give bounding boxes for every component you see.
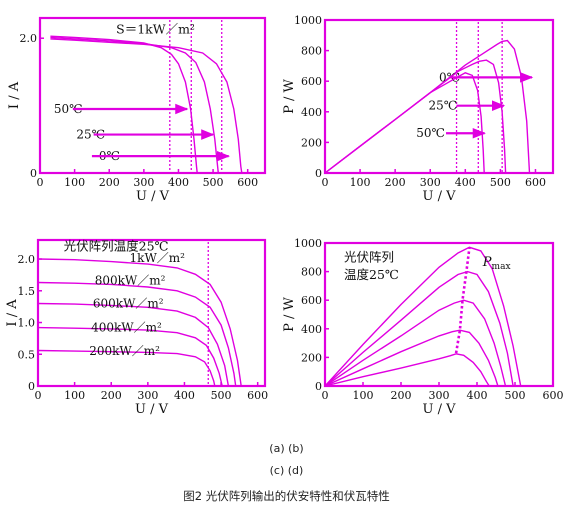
y-tick-label-b-800: 800: [301, 45, 322, 58]
plot-frame-d: [323, 241, 555, 388]
x-tick-label-b-300: 300: [420, 176, 441, 189]
series-curve-c-3: [37, 326, 223, 387]
series-label-c-4: 200kW／m²: [89, 344, 160, 358]
x-tick-label-b-200: 200: [385, 176, 406, 189]
pmax-locus-line: [454, 247, 471, 354]
x-tick-label-d-400: 400: [467, 389, 488, 402]
x-tick-label-c-400: 400: [174, 389, 195, 402]
chart-d: 0 100 200 300 400 500 600 0 200 400 600 800 1000 U / …: [282, 237, 564, 417]
y-tick-label-c-1.5: 1.5: [18, 285, 36, 298]
series-curve-d-3: [324, 329, 499, 387]
x-tick-label-b-400: 400: [455, 176, 476, 189]
x-tick-label-b-600: 600: [525, 176, 546, 189]
x-tick-label-a-600: 600: [237, 176, 258, 189]
x-tick-label-d-300: 300: [429, 389, 450, 402]
y-tick-label-b-0: 0: [315, 167, 322, 180]
series-label-b-2: 50℃: [416, 126, 445, 140]
y-axis-label-a: I / A: [7, 81, 22, 109]
annotation-d-1: 温度25℃: [344, 267, 399, 282]
plot-frame-c: [36, 238, 267, 388]
y-tick-label-d-200: 200: [301, 351, 322, 364]
x-axis-label-c: U / V: [135, 402, 169, 417]
y-tick-label-d-400: 400: [301, 323, 322, 336]
y-axis-label-b: P / W: [282, 78, 297, 113]
x-tick-label-b-100: 100: [350, 176, 371, 189]
y-tick-label-c-0: 0: [28, 380, 35, 393]
series-curve-a-1: [50, 36, 219, 174]
x-tick-label-c-500: 500: [211, 389, 232, 402]
x-tick-label-b-500: 500: [490, 176, 511, 189]
y-tick-label-b-1000: 1000: [294, 14, 322, 27]
annotation-c-0: 光伏阵列温度25℃: [64, 238, 169, 253]
x-tick-label-a-0: 0: [37, 176, 44, 189]
y-tick-label-d-800: 800: [301, 266, 322, 279]
series-curve-c-0: [37, 258, 242, 387]
x-tick-label-d-500: 500: [505, 389, 526, 402]
y-tick-label-d-600: 600: [301, 294, 322, 307]
x-axis-label-b: U / V: [423, 189, 457, 204]
series-label-a-1: 25℃: [76, 128, 105, 142]
x-tick-label-a-500: 500: [203, 176, 224, 189]
x-tick-label-a-200: 200: [99, 176, 120, 189]
pmax-label: Pmax: [482, 255, 511, 272]
series-curve-d-2: [324, 299, 507, 387]
x-axis-label-a: U / V: [136, 189, 170, 204]
figure-caption: 图2 光伏阵列输出的伏安特性和伏瓦特性: [183, 489, 390, 503]
x-tick-label-c-100: 100: [64, 389, 85, 402]
y-tick-label-a-0: 0: [30, 167, 37, 180]
x-tick-label-a-300: 300: [133, 176, 154, 189]
series-curve-b-2: [324, 72, 485, 174]
series-label-c-3: 400kW／m²: [91, 321, 162, 335]
series-curve-d-4: [324, 353, 490, 387]
series-label-a-0: 50℃: [54, 102, 83, 116]
y-tick-label-b-400: 400: [301, 106, 322, 119]
chart-b: 0 100 200 300 400 500 600 0 200 400 600 800 1000 U / …: [282, 14, 555, 204]
y-tick-label-c-0.5: 0.5: [18, 348, 36, 361]
series-curve-a-2: [50, 38, 243, 174]
series-curve-c-2: [37, 302, 230, 387]
chart-c: 0 100 200 300 400 500 600 0 0.5 1.0 1.5 2.0 U / V I /…: [5, 238, 268, 417]
x-tick-label-d-100: 100: [353, 389, 374, 402]
x-tick-label-a-400: 400: [168, 176, 189, 189]
subfigure-caption-cd: (c) (d): [269, 464, 304, 477]
y-tick-label-c-1: 1.0: [18, 317, 36, 330]
x-tick-label-d-600: 600: [543, 389, 564, 402]
plot-frame-a: [38, 16, 267, 175]
x-tick-label-c-300: 300: [137, 389, 158, 402]
y-tick-label-d-0: 0: [315, 380, 322, 393]
plot-frame-b: [323, 18, 555, 175]
y-axis-label-d: P / W: [282, 296, 297, 331]
y-axis-label-c: I / A: [5, 299, 20, 327]
series-label-c-0: 1kW／m²: [130, 251, 186, 265]
y-tick-label-d-1000: 1000: [294, 237, 322, 250]
series-label-c-1: 800kW／m²: [95, 274, 166, 288]
annotation-d-0: 光伏阵列: [344, 249, 394, 264]
x-tick-label-c-200: 200: [101, 389, 122, 402]
x-tick-label-d-200: 200: [391, 389, 412, 402]
x-tick-label-d-0: 0: [322, 389, 329, 402]
x-tick-label-a-100: 100: [64, 176, 85, 189]
y-tick-label-b-200: 200: [301, 136, 322, 149]
series-curve-c-1: [37, 281, 237, 387]
y-tick-label-c-2: 2.0: [18, 253, 36, 266]
annotation-a-0: S＝1kW／m²: [116, 21, 195, 36]
series-curve-a-0: [50, 35, 198, 174]
x-tick-label-c-600: 600: [247, 389, 268, 402]
series-curve-c-4: [37, 349, 216, 387]
series-label-c-2: 600kW／m²: [93, 296, 164, 310]
x-tick-label-b-0: 0: [322, 176, 329, 189]
y-tick-label-b-600: 600: [301, 75, 322, 88]
x-axis-label-d: U / V: [423, 402, 457, 417]
subfigure-caption-ab: (a) (b): [269, 442, 304, 455]
series-label-b-1: 25℃: [428, 99, 457, 113]
series-curve-d-1: [324, 270, 514, 387]
x-tick-label-c-0: 0: [35, 389, 42, 402]
y-tick-label-a-2: 2.0: [20, 32, 38, 45]
series-curve-d-0: [324, 246, 522, 387]
